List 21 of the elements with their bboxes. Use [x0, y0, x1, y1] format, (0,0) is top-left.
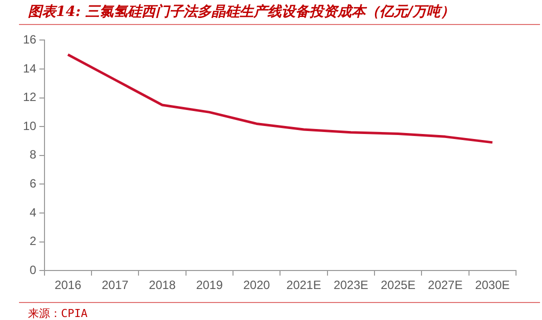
x-tick-label: 2027E [428, 278, 463, 292]
x-tick-label: 2018 [148, 278, 176, 292]
y-tick-label: 2 [30, 234, 37, 248]
y-tick-label: 8 [30, 148, 37, 162]
y-tick-label: 0 [30, 262, 37, 277]
y-tick-label: 10 [22, 118, 37, 133]
x-tick-label: 2016 [54, 278, 82, 292]
x-tick-label: 2017 [102, 278, 129, 292]
chart-title: 图表14: 三氯氢硅西门子法多晶硅生产线设备投资成本（亿元/万吨） [28, 3, 456, 21]
y-tick-label: 16 [22, 32, 37, 47]
x-tick-label: 2021E [286, 278, 322, 292]
source-note: 来源：CPIA [28, 306, 88, 320]
x-tick-label: 2025E [380, 278, 416, 292]
y-tick-label: 4 [30, 205, 37, 220]
x-tick-label: 2030E [475, 278, 510, 292]
x-tick-label: 2023E [334, 278, 368, 292]
x-tick-label: 2020 [243, 278, 270, 292]
y-tick-label: 6 [30, 176, 37, 191]
y-tick-label: 14 [22, 61, 37, 76]
x-tick-label: 2019 [196, 278, 224, 292]
y-tick-label: 12 [22, 90, 37, 104]
